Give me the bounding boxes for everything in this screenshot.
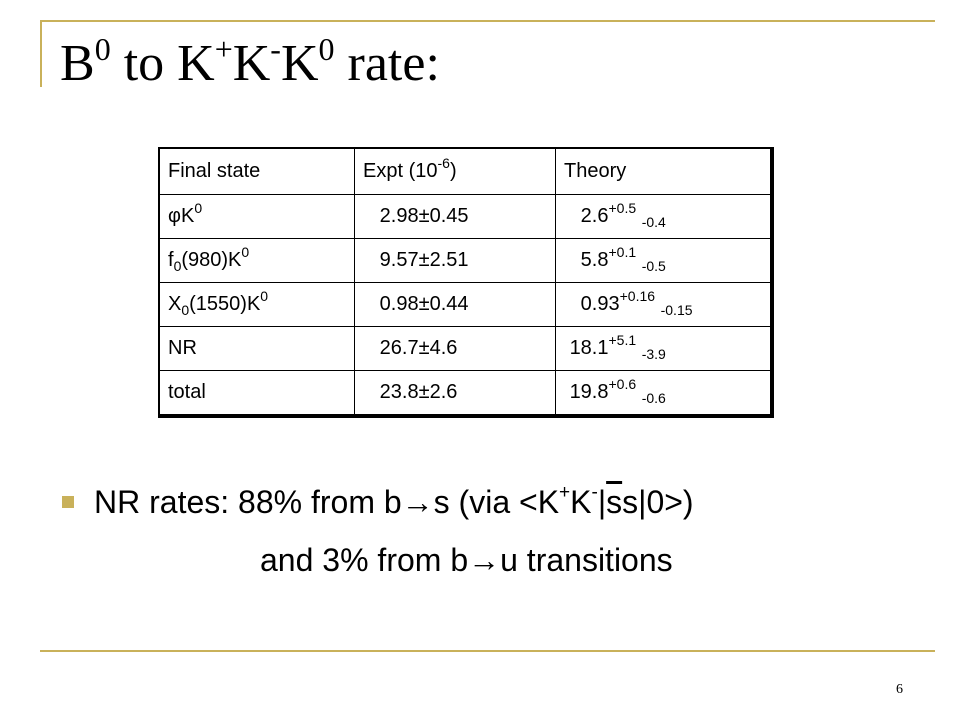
bullet-square-icon	[62, 496, 74, 508]
page-number: 6	[896, 682, 903, 697]
rates-table: Final state Expt (10-6) Theory φK0 2.98±…	[158, 147, 774, 418]
cell-final-state: total	[158, 370, 355, 417]
table-row: f0(980)K0 9.57±2.51 5.8+0.1 -0.5	[158, 238, 773, 283]
table-row: total 23.8±2.6 19.8+0.6 -0.6	[158, 370, 773, 417]
cell-final-state: f0(980)K0	[158, 238, 355, 283]
table-row: NR 26.7±4.6 18.1+5.1 -3.9	[158, 326, 773, 371]
cell-final-state: X0(1550)K0	[158, 282, 355, 327]
cell-theory: 2.6+0.5 -0.4	[555, 194, 773, 239]
cell-theory: 0.93+0.16 -0.15	[555, 282, 773, 327]
cell-theory: 18.1+5.1 -3.9	[555, 326, 773, 371]
cell-theory: 19.8+0.6 -0.6	[555, 370, 773, 417]
bullet-text: NR rates: 88% from b→s (via <K+K-|ss|0>)	[94, 482, 694, 520]
cell-theory: 5.8+0.1 -0.5	[555, 238, 773, 283]
top-rule	[40, 20, 935, 22]
cell-expt: 9.57±2.51	[354, 238, 556, 283]
cell-expt: 23.8±2.6	[354, 370, 556, 417]
cell-expt: 2.98±0.45	[354, 194, 556, 239]
bullet-item: NR rates: 88% from b→s (via <K+K-|ss|0>)	[62, 482, 694, 522]
bottom-rule	[40, 650, 935, 652]
bullet-continuation: and 3% from b→u transitions	[260, 542, 673, 578]
table-header-row: Final state Expt (10-6) Theory	[158, 147, 773, 195]
cell-final-state: NR	[158, 326, 355, 371]
cell-expt: 26.7±4.6	[354, 326, 556, 371]
cell-final-state: φK0	[158, 194, 355, 239]
header-theory: Theory	[555, 147, 773, 195]
cell-expt: 0.98±0.44	[354, 282, 556, 327]
header-final-state: Final state	[158, 147, 355, 195]
slide-title: B0 to K+K-K0 rate:	[60, 31, 440, 92]
header-expt: Expt (10-6)	[354, 147, 556, 195]
table-row: φK0 2.98±0.45 2.6+0.5 -0.4	[158, 194, 773, 239]
table-row: X0(1550)K0 0.98±0.44 0.93+0.16 -0.15	[158, 282, 773, 327]
left-rule	[40, 20, 42, 87]
